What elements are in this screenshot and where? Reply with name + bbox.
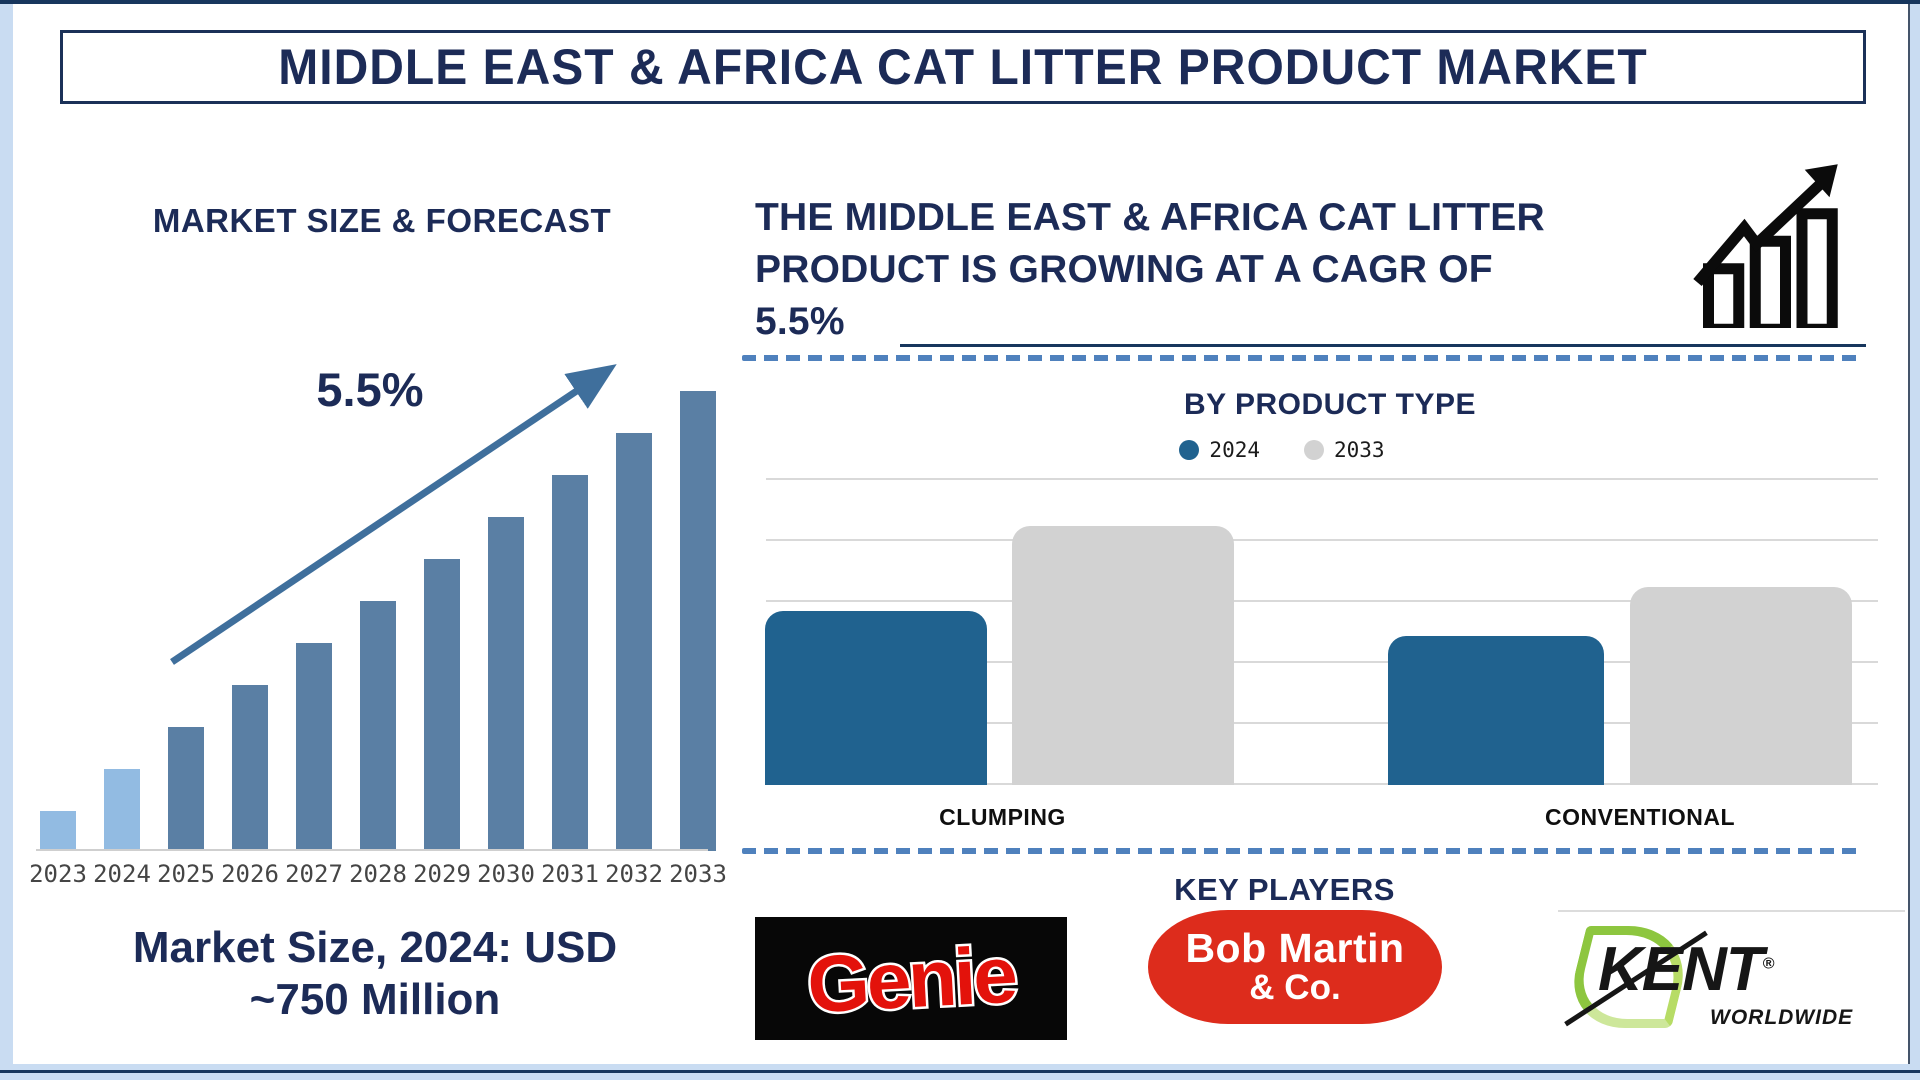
year-tick-label: 2029 xyxy=(413,860,471,888)
genie-logo: Genie xyxy=(755,917,1067,1040)
year-tick-label: 2023 xyxy=(29,860,87,888)
legend-label-2033: 2033 xyxy=(1334,438,1385,462)
frame-right-line xyxy=(1908,4,1910,1064)
cagr-annotation: 5.5% xyxy=(316,363,424,416)
frame-top-line xyxy=(0,0,1920,4)
frame-bottom-line xyxy=(0,1070,1920,1073)
key-players-heading: KEY PLAYERS xyxy=(1174,872,1395,907)
market-size-bars xyxy=(40,391,716,851)
bob-martin-logo-line1: Bob Martin xyxy=(1185,925,1405,972)
market-size-caption-line1: Market Size, 2024: USD xyxy=(132,923,618,972)
legend-item-2024: 2024 xyxy=(1179,438,1260,462)
year-tick-label: 2031 xyxy=(541,860,599,888)
gridline-baseline xyxy=(766,783,1878,785)
market-size-caption: Market Size, 2024: USD ~750 Million xyxy=(30,922,720,1026)
year-tick-label: 2027 xyxy=(285,860,343,888)
kent-wordmark: KENT xyxy=(1598,935,1764,1004)
year-axis: 2023 2024 2025 2026 2027 2028 2029 2030 2031 2032… xyxy=(26,860,730,888)
year-tick-label: 2026 xyxy=(221,860,279,888)
by-product-type-heading: BY PRODUCT TYPE xyxy=(1184,388,1476,421)
legend-label-2024: 2024 xyxy=(1209,438,1260,462)
gridline xyxy=(766,661,1878,663)
category-label-conventional: CONVENTIONAL xyxy=(1545,804,1735,830)
forecast-bar-2032 xyxy=(616,433,652,851)
year-tick-label: 2033 xyxy=(669,860,727,888)
year-tick-label: 2030 xyxy=(477,860,535,888)
forecast-bar-2026 xyxy=(232,685,268,851)
kent-logo: KENT® WORLDWIDE xyxy=(1558,910,1905,1044)
gridline xyxy=(766,722,1878,724)
year-tick-label: 2024 xyxy=(93,860,151,888)
market-size-caption-line2: ~750 Million xyxy=(249,974,501,1024)
kent-logo-subtitle: WORLDWIDE xyxy=(1710,1006,1854,1029)
bar-chart-rising-arrow-icon xyxy=(1693,164,1838,328)
dashed-separator-top xyxy=(742,355,1864,361)
legend-dot-2024 xyxy=(1179,440,1200,460)
forecast-bar-2033 xyxy=(680,391,716,851)
x-axis-line xyxy=(36,849,708,851)
legend-dot-2033 xyxy=(1304,440,1324,460)
forecast-bar-2025 xyxy=(168,727,204,851)
gridline xyxy=(766,600,1878,602)
gridline xyxy=(766,539,1878,541)
year-tick-label: 2032 xyxy=(605,860,663,888)
forecast-bar-2028 xyxy=(360,601,396,851)
forecast-bar-2029 xyxy=(424,559,460,851)
page-title: MIDDLE EAST & AFRICA CAT LITTER PRODUCT … xyxy=(278,39,1648,95)
forecast-bar-2023 xyxy=(40,811,76,851)
forecast-bar-2031 xyxy=(552,475,588,851)
content-canvas xyxy=(13,4,1908,1064)
bob-martin-logo: Bob Martin & Co. xyxy=(1148,910,1442,1024)
chart-legend: 2024 2033 xyxy=(1032,438,1532,462)
growth-trend-arrow xyxy=(170,364,617,665)
intro-underline xyxy=(900,344,1866,347)
forecast-bar-2027 xyxy=(296,643,332,851)
category-label-clumping: CLUMPING xyxy=(939,804,1066,830)
market-size-forecast-heading: MARKET SIZE & FORECAST xyxy=(152,202,612,239)
year-tick-label: 2025 xyxy=(157,860,215,888)
genie-logo-text: Genie xyxy=(805,930,1017,1030)
forecast-bar-2024 xyxy=(104,769,140,851)
legend-item-2033: 2033 xyxy=(1304,438,1385,462)
title-banner: MIDDLE EAST & AFRICA CAT LITTER PRODUCT … xyxy=(60,30,1866,104)
cagr-statement: THE MIDDLE EAST & AFRICA CAT LITTER PROD… xyxy=(755,196,1545,343)
gridline xyxy=(766,478,1878,480)
year-tick-label: 2028 xyxy=(349,860,407,888)
bob-martin-logo-line2: & Co. xyxy=(1249,968,1341,1008)
genie-wordmark: Genie xyxy=(803,927,1020,1032)
registered-trademark-symbol: ® xyxy=(1762,955,1775,973)
dashed-separator-bottom xyxy=(742,848,1864,854)
kent-logo-text: KENT® xyxy=(1598,934,1775,1005)
forecast-bar-2030 xyxy=(488,517,524,851)
